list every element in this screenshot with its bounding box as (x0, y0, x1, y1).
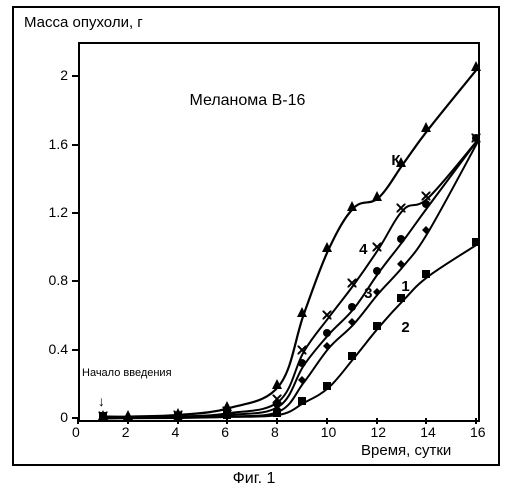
series-label-K: К (391, 152, 400, 169)
marker-3 (323, 329, 331, 337)
marker-4 (422, 191, 431, 200)
marker-K (272, 379, 282, 389)
y-tick (72, 280, 78, 282)
y-tick-label: 1.6 (49, 136, 68, 152)
x-tick-label: 0 (72, 424, 80, 440)
marker-K (123, 410, 133, 420)
marker-K (471, 61, 481, 71)
marker-2 (223, 411, 231, 419)
chart-title: Меланома В-16 (189, 92, 305, 110)
series-label-1: 1 (401, 278, 409, 295)
marker-2 (348, 352, 356, 360)
y-tick-label: 2 (60, 67, 68, 83)
marker-3 (373, 267, 381, 275)
y-tick-label: 1.2 (49, 204, 68, 220)
marker-2 (174, 412, 182, 420)
marker-3 (348, 303, 356, 311)
marker-K (372, 191, 382, 201)
marker-2 (273, 409, 281, 417)
y-tick (72, 144, 78, 146)
marker-4 (322, 311, 331, 320)
x-tick-label: 8 (271, 424, 279, 440)
y-tick (72, 417, 78, 419)
marker-3 (298, 359, 306, 367)
marker-K (421, 122, 431, 132)
series-label-3: 3 (364, 285, 372, 302)
marker-2 (323, 382, 331, 390)
x-tick-label: 2 (122, 424, 130, 440)
marker-K (297, 307, 307, 317)
marker-2 (397, 294, 405, 302)
marker-4 (297, 345, 306, 354)
marker-1 (472, 135, 480, 143)
x-tick-label: 12 (371, 424, 387, 440)
figure-caption: Фиг. 1 (0, 470, 508, 488)
y-axis-label: Масса опухоли, г (24, 14, 143, 31)
x-tick-label: 14 (420, 424, 436, 440)
x-tick-label: 6 (221, 424, 229, 440)
marker-1 (422, 226, 430, 234)
y-tick (72, 349, 78, 351)
marker-2 (422, 270, 430, 278)
y-tick-label: 0.4 (49, 341, 68, 357)
marker-1 (298, 376, 306, 384)
marker-1 (323, 342, 331, 350)
marker-4 (397, 203, 406, 212)
marker-1 (373, 288, 381, 296)
marker-K (322, 242, 332, 252)
y-tick-label: 0 (60, 409, 68, 425)
marker-1 (397, 260, 405, 268)
marker-4 (372, 243, 381, 252)
marker-4 (347, 278, 356, 287)
start-arrow-icon: ↓ (98, 394, 105, 408)
marker-K (347, 201, 357, 211)
y-tick-label: 0.8 (49, 272, 68, 288)
marker-3 (397, 235, 405, 243)
x-tick-label: 4 (172, 424, 180, 440)
marker-3 (422, 200, 430, 208)
x-tick-label: 10 (321, 424, 337, 440)
y-tick (72, 75, 78, 77)
series-label-2: 2 (401, 319, 409, 336)
marker-2 (373, 322, 381, 330)
start-annotation: Начало введения (82, 367, 172, 379)
x-axis-label: Время, сутки (361, 442, 451, 459)
series-label-4: 4 (359, 241, 367, 258)
y-tick (72, 212, 78, 214)
marker-2 (298, 397, 306, 405)
marker-1 (348, 318, 356, 326)
x-tick-label: 16 (470, 424, 486, 440)
marker-2 (472, 238, 480, 246)
figure-container: Масса опухоли, г Меланома В-16 Начало вв… (0, 0, 508, 500)
marker-2 (99, 412, 107, 420)
